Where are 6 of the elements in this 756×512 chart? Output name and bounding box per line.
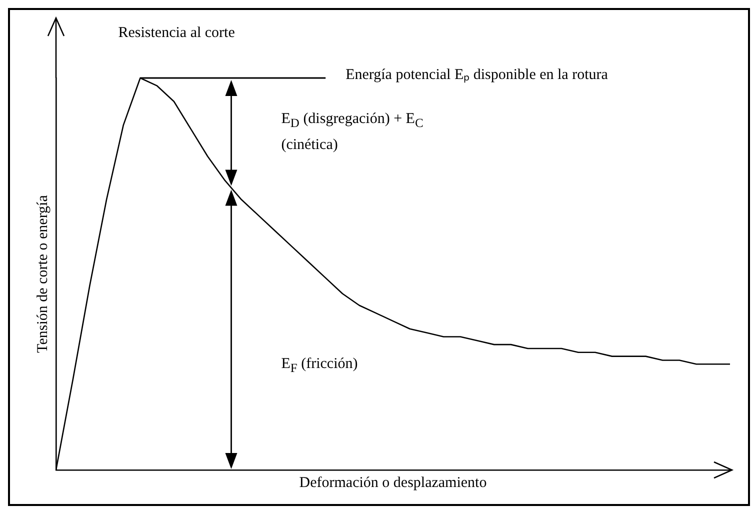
annotation: E$_{F}$ (fricción): [281, 354, 359, 377]
y-axis-title: Tensión de corte o energía: [34, 194, 51, 353]
text: Resistencia al corte: [118, 24, 236, 43]
text: E$_{D}$ (disgregación) + E$_{C}$ (cinética): [281, 111, 424, 153]
x-axis-title: Deformación o desplazamiento: [299, 474, 487, 491]
annotation: Energía potencial Eₚ disponible en la rotura: [346, 66, 609, 85]
